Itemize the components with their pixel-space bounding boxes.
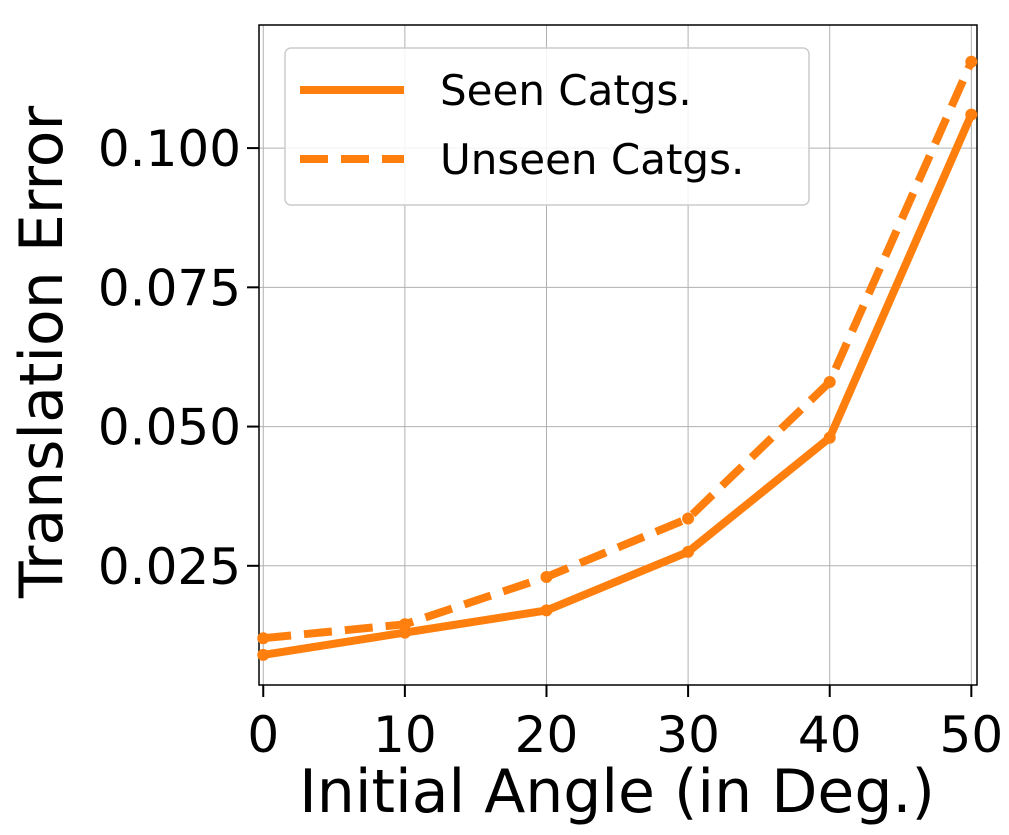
x-tick-label: 30 (656, 706, 720, 764)
x-tick-label: 0 (247, 706, 279, 764)
data-point (965, 108, 978, 121)
data-point (398, 626, 411, 639)
x-tick-label: 40 (798, 706, 862, 764)
data-point (823, 431, 836, 444)
data-series (257, 55, 978, 661)
y-axis-ticks: 0.025 0.050 0.075 0.100 (98, 120, 259, 596)
data-point (398, 618, 411, 631)
y-tick-label: 0.050 (98, 399, 241, 457)
x-tick-label: 20 (515, 706, 579, 764)
x-tick-label: 50 (940, 706, 1004, 764)
legend-label: Unseen Catgs. (440, 135, 744, 184)
data-point (823, 376, 836, 389)
data-point (682, 512, 695, 525)
series-line (262, 60, 975, 643)
y-axis-label: Translation Error (7, 106, 77, 600)
data-point (540, 570, 553, 583)
x-axis-ticks: 0 10 20 30 40 50 (247, 685, 1003, 764)
x-axis-label: Initial Angle (in Deg.) (299, 757, 935, 827)
y-tick-label: 0.075 (98, 259, 241, 317)
legend: Seen Catgs. Unseen Catgs. (284, 47, 810, 206)
data-point (540, 604, 553, 617)
data-point (257, 632, 270, 645)
data-point (965, 55, 978, 68)
legend-label: Seen Catgs. (440, 66, 692, 115)
series-seen-catgs (257, 108, 978, 661)
series-unseen-catgs (257, 55, 978, 645)
data-point (682, 545, 695, 558)
y-tick-label: 0.025 (98, 538, 241, 596)
legend-box (284, 47, 810, 206)
data-point (257, 648, 270, 661)
plot-area-frame (258, 24, 978, 686)
x-tick-label: 10 (373, 706, 437, 764)
y-tick-label: 0.100 (98, 120, 241, 178)
series-line (262, 113, 975, 659)
